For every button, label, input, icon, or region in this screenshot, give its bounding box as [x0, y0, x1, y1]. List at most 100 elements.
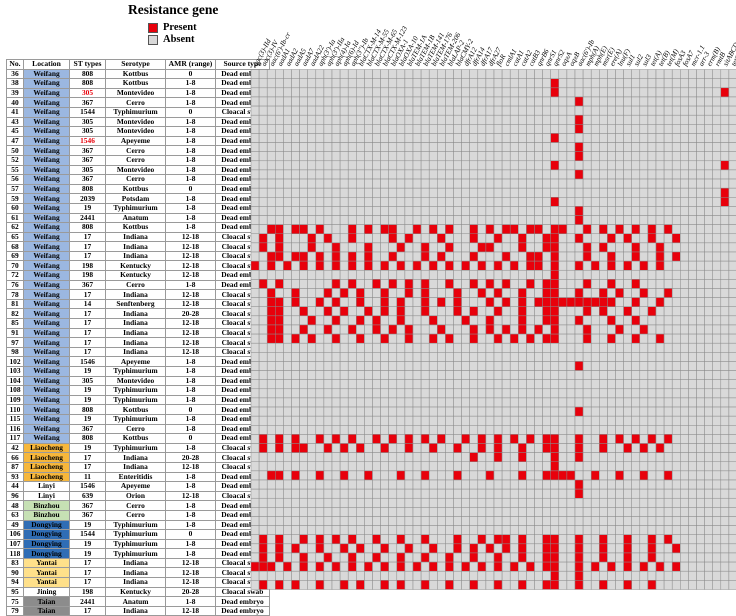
heatmap-cell — [258, 388, 268, 399]
heatmap-cell — [372, 142, 381, 152]
heatmap-cell — [671, 215, 681, 225]
heatmap-cell — [461, 197, 470, 207]
heatmap-cell — [590, 324, 600, 335]
heatmap-cell — [331, 206, 341, 216]
heatmap-cell — [663, 561, 673, 572]
heatmap-cell — [582, 242, 592, 253]
heatmap-cell — [445, 388, 454, 399]
heatmap-cell — [655, 534, 665, 545]
heatmap-cell — [388, 479, 398, 490]
heatmap-cell — [493, 96, 503, 107]
heatmap-cell — [574, 370, 584, 380]
heatmap-cell — [291, 434, 300, 444]
heatmap-cell — [590, 187, 600, 198]
heatmap-cell — [250, 315, 260, 326]
heatmap-cell — [356, 242, 365, 253]
heatmap-cell — [291, 187, 300, 198]
heatmap-cell — [477, 279, 487, 289]
heatmap-cell — [663, 315, 673, 326]
heatmap-cell — [582, 434, 592, 444]
heatmap-cell — [307, 443, 317, 453]
heatmap-cell — [550, 388, 560, 399]
heatmap-cell — [453, 580, 462, 590]
heatmap-cell — [671, 461, 681, 472]
heatmap-cell — [671, 397, 681, 408]
heatmap-cell — [704, 333, 713, 344]
heatmap-cell — [631, 114, 641, 125]
heatmap-cell — [671, 288, 681, 298]
heatmap-cell — [307, 297, 317, 307]
heatmap-cell — [420, 488, 430, 499]
heatmap-cell — [412, 370, 422, 380]
heatmap-cell — [453, 425, 462, 435]
heatmap-cell — [339, 206, 349, 216]
heatmap-cell — [518, 452, 527, 463]
heatmap-cell — [680, 388, 689, 399]
heatmap-cell — [712, 279, 722, 289]
heatmap-cell — [550, 251, 560, 262]
heatmap-cell — [356, 370, 365, 380]
heatmap-cell — [639, 534, 649, 545]
heatmap-cell — [299, 452, 308, 463]
heatmap-cell — [493, 580, 503, 590]
heatmap-cell — [315, 215, 325, 225]
heatmap-cell — [582, 534, 592, 545]
heatmap-cell — [477, 516, 487, 526]
heatmap-cell — [356, 488, 365, 499]
heatmap-cell — [542, 543, 551, 554]
heatmap-cell — [542, 452, 551, 463]
heatmap-cell — [615, 516, 624, 526]
heatmap-cell — [347, 479, 357, 490]
heatmap-cell — [428, 178, 438, 189]
heatmap-cell — [356, 425, 365, 435]
heatmap-cell — [680, 233, 689, 244]
heatmap-cell — [453, 151, 462, 162]
heatmap-cell — [526, 233, 535, 244]
heatmap-cell — [453, 288, 462, 298]
heatmap-cell — [485, 105, 495, 116]
heatmap-cell — [542, 552, 551, 563]
heatmap-cell — [291, 342, 300, 353]
heatmap-cell — [461, 178, 470, 189]
heatmap-cell — [590, 105, 600, 116]
heatmap-cell — [550, 306, 560, 317]
heatmap-cell — [688, 342, 697, 353]
heatmap-cell — [266, 69, 276, 79]
heatmap-cell — [445, 124, 454, 134]
heatmap-cell — [501, 87, 511, 98]
heatmap-cell — [250, 534, 260, 545]
heatmap-cell — [477, 297, 487, 307]
heatmap-cell — [323, 260, 333, 271]
heatmap-cell — [347, 260, 357, 271]
heatmap-cell — [404, 452, 414, 463]
heatmap-cell — [291, 497, 300, 508]
heatmap-cell — [331, 178, 341, 189]
heatmap-cell — [623, 570, 632, 581]
heatmap-cell — [509, 361, 519, 371]
heatmap-cell — [364, 160, 373, 171]
heatmap-cell — [323, 169, 333, 180]
heatmap-cell — [704, 178, 713, 189]
heatmap-cell — [590, 169, 600, 180]
heatmap-cell — [469, 124, 479, 134]
heatmap-cell — [412, 169, 422, 180]
heatmap-cell — [307, 279, 317, 289]
heatmap-cell — [437, 425, 446, 435]
heatmap-cell — [388, 279, 398, 289]
heatmap-cell — [266, 470, 276, 481]
heatmap-cell — [315, 570, 325, 581]
heatmap-cell — [493, 516, 503, 526]
heatmap-cell — [712, 96, 722, 107]
heatmap-cell — [364, 324, 373, 335]
heatmap-cell — [558, 525, 568, 535]
heatmap-cell — [420, 288, 430, 298]
heatmap-cell — [688, 105, 697, 116]
heatmap-cell — [258, 215, 268, 225]
heatmap-cell — [720, 260, 730, 271]
heatmap-cell — [566, 406, 576, 417]
heatmap-cell — [518, 197, 527, 207]
heatmap-cell — [501, 434, 511, 444]
heatmap-cell — [720, 151, 730, 162]
heatmap-cell — [680, 415, 689, 426]
